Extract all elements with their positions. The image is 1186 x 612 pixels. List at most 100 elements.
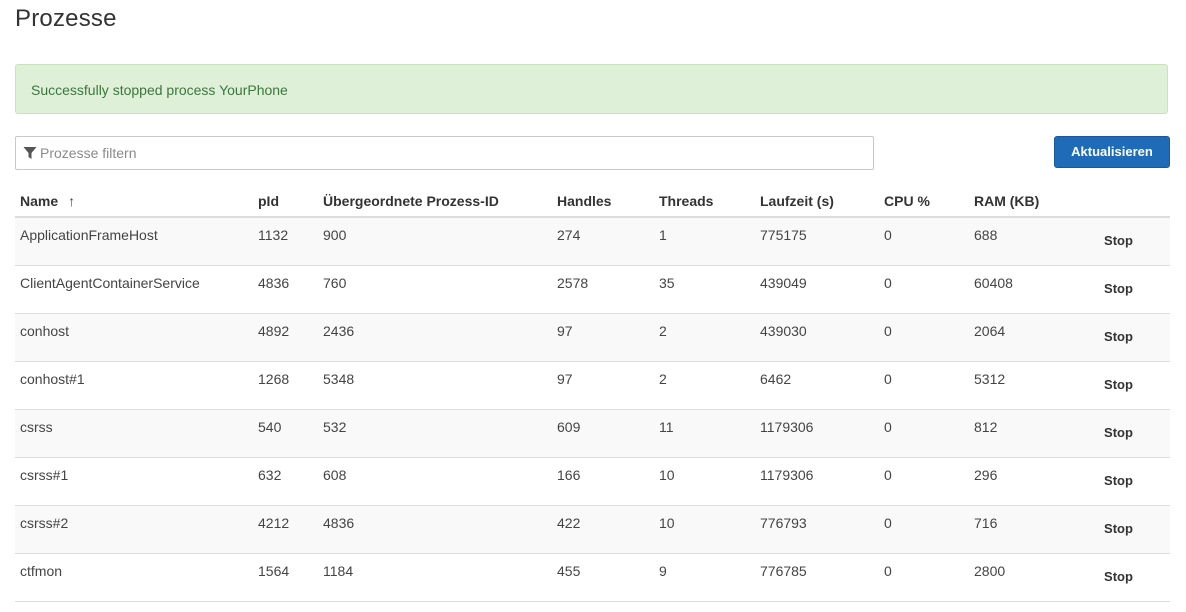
process-threads: 2 (659, 370, 667, 387)
stop-button[interactable]: Stop (1104, 376, 1133, 392)
process-handles: 166 (557, 466, 581, 483)
process-runtime: 776793 (760, 514, 807, 531)
filter-icon (22, 145, 38, 161)
cell-threads: 10 (654, 457, 755, 506)
cell-threads: 35 (654, 265, 755, 314)
stop-button[interactable]: Stop (1104, 280, 1133, 296)
column-header-handles[interactable]: Handles (552, 186, 654, 218)
process-table-body: ApplicationFrameHost 1132 900 274 1 7751… (15, 217, 1170, 602)
process-ram: 2064 (974, 322, 1006, 339)
process-handles: 422 (557, 514, 581, 531)
stop-button[interactable]: Stop (1104, 424, 1133, 440)
process-handles: 455 (557, 562, 581, 579)
process-ppid: 900 (323, 227, 347, 243)
process-pid: 540 (258, 418, 282, 435)
column-header-runtime[interactable]: Laufzeit (s) (755, 186, 879, 218)
process-ram: 812 (974, 418, 998, 435)
cell-cpu: 0 (879, 457, 969, 506)
cell-pid: 632 (253, 457, 318, 506)
cell-ram: 716 (969, 505, 1067, 554)
cell-name: csrss#2 (15, 505, 253, 554)
stop-button[interactable]: Stop (1104, 233, 1133, 248)
cell-ppid: 608 (318, 457, 552, 506)
cell-pid: 1268 (253, 361, 318, 410)
table-header-row: Name ↑ pId Übergeordnete Prozess-ID Handl… (15, 186, 1170, 218)
process-cpu: 0 (884, 466, 892, 483)
success-alert: Successfully stopped process YourPhone (15, 64, 1168, 114)
process-threads: 1 (659, 227, 667, 243)
process-ppid: 608 (323, 466, 347, 483)
cell-cpu: 0 (879, 217, 969, 266)
cell-threads: 11 (654, 409, 755, 458)
cell-cpu: 0 (879, 505, 969, 554)
process-name: ctfmon (20, 562, 63, 579)
cell-name: conhost (15, 313, 253, 362)
cell-ram: 5312 (969, 361, 1067, 410)
process-threads: 9 (659, 562, 667, 579)
cell-action: Stop (1067, 313, 1170, 362)
cell-handles: 422 (552, 505, 654, 554)
cell-pid: 4836 (253, 265, 318, 314)
column-header-pid[interactable]: pId (253, 186, 318, 218)
cell-ram: 60408 (969, 265, 1067, 314)
cell-cpu: 0 (879, 361, 969, 410)
cell-action: Stop (1067, 409, 1170, 458)
filter-field[interactable] (15, 136, 874, 170)
process-threads: 11 (659, 418, 674, 435)
column-header-actions (1067, 186, 1170, 218)
column-header-ram[interactable]: RAM (KB) (969, 186, 1067, 218)
process-threads: 35 (659, 274, 675, 291)
cell-ram: 812 (969, 409, 1067, 458)
process-pid: 4892 (258, 322, 290, 339)
cell-name: csrss#1 (15, 457, 253, 506)
process-name: conhost (20, 322, 70, 339)
cell-action: Stop (1067, 265, 1170, 314)
process-ram: 716 (974, 514, 998, 531)
table-row: conhost 4892 2436 97 2 439030 0 2064 Sto… (15, 313, 1170, 362)
table-row: csrss#2 4212 4836 422 10 776793 0 716 St… (15, 505, 1170, 554)
process-table: Name ↑ pId Übergeordnete Prozess-ID Handl… (15, 186, 1170, 602)
cell-threads: 2 (654, 361, 755, 410)
stop-button[interactable]: Stop (1104, 520, 1133, 536)
column-header-ppid[interactable]: Übergeordnete Prozess-ID (318, 186, 552, 218)
cell-pid: 540 (253, 409, 318, 458)
cell-threads: 2 (654, 313, 755, 362)
process-ppid: 4836 (323, 514, 355, 531)
cell-runtime: 1179306 (755, 457, 879, 506)
refresh-button[interactable]: Aktualisieren (1054, 136, 1170, 168)
process-ppid: 2436 (323, 322, 355, 339)
cell-runtime: 1179306 (755, 409, 879, 458)
process-handles: 2578 (557, 274, 589, 291)
cell-handles: 166 (552, 457, 654, 506)
process-handles: 97 (557, 322, 573, 339)
table-row: ApplicationFrameHost 1132 900 274 1 7751… (15, 217, 1170, 266)
cell-runtime: 439030 (755, 313, 879, 362)
stop-button[interactable]: Stop (1104, 472, 1133, 488)
process-runtime: 439030 (760, 322, 807, 339)
process-cpu: 0 (884, 227, 892, 243)
column-header-cpu[interactable]: CPU % (879, 186, 969, 218)
cell-ram: 2800 (969, 553, 1067, 602)
process-cpu: 0 (884, 418, 892, 435)
cell-cpu: 0 (879, 409, 969, 458)
cell-handles: 455 (552, 553, 654, 602)
filter-icon-glyph (23, 147, 37, 159)
cell-handles: 97 (552, 361, 654, 410)
cell-action: Stop (1067, 457, 1170, 506)
process-ppid: 1184 (323, 562, 354, 579)
process-pid: 632 (258, 466, 282, 483)
cell-action: Stop (1067, 217, 1170, 266)
cell-handles: 2578 (552, 265, 654, 314)
cell-threads: 10 (654, 505, 755, 554)
stop-button[interactable]: Stop (1104, 328, 1133, 344)
cell-pid: 1564 (253, 553, 318, 602)
process-filter-input[interactable] (40, 145, 840, 161)
stop-button[interactable]: Stop (1104, 568, 1133, 584)
process-ram: 688 (974, 227, 998, 243)
cell-runtime: 776785 (755, 553, 879, 602)
cell-action: Stop (1067, 553, 1170, 602)
column-header-threads[interactable]: Threads (654, 186, 755, 218)
cell-runtime: 6462 (755, 361, 879, 410)
column-header-name[interactable]: Name ↑ (15, 186, 253, 218)
cell-pid: 4212 (253, 505, 318, 554)
